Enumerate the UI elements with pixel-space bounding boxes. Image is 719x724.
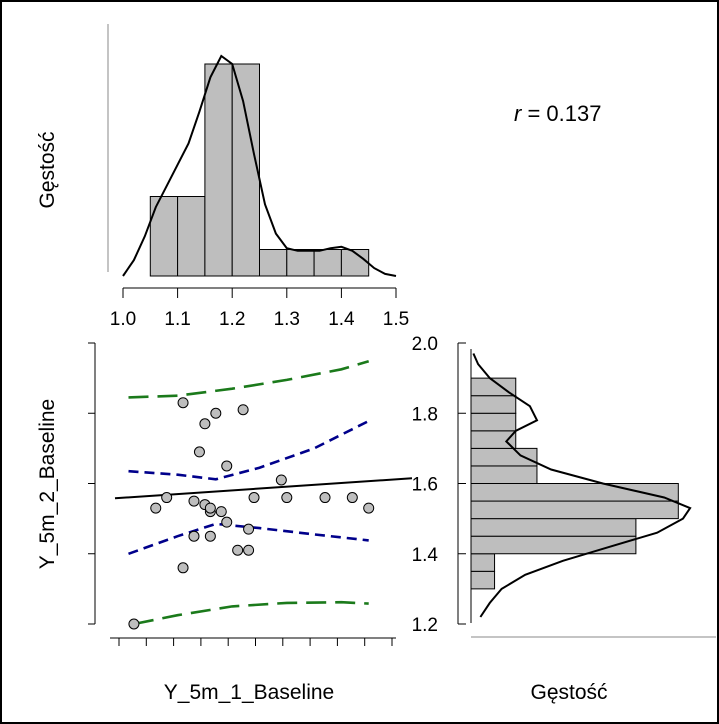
prediction-interval-upper: [128, 360, 370, 399]
top-x-tick-label-5: 1.4: [328, 309, 355, 330]
scatter-point-25: [319, 492, 331, 504]
top-histogram-panel: 1.0 1.1 1.2 1.3 1.4 1.5 Gęstość r = 0.137: [36, 24, 601, 330]
scatter-point-19: [237, 404, 249, 416]
confidence-interval-lower: [128, 522, 369, 556]
scatter-point-4: [177, 562, 189, 574]
scatter-point-2: [150, 502, 162, 514]
right-y-ticks: 1.2 1.4 1.6 1.8 2.0: [412, 334, 466, 636]
top-histogram-bars: [149, 63, 370, 277]
top-bin-2: [177, 196, 206, 277]
top-density-curve: [122, 54, 397, 277]
right-bin-12: [470, 377, 517, 397]
scatter-point-27: [363, 502, 375, 514]
top-x-tick-label-6: 1.5: [383, 309, 409, 330]
scatter-point-21: [243, 523, 255, 535]
correlation-value: = 0.137: [521, 101, 601, 126]
top-bin-3: [204, 63, 233, 277]
scatter-points: [128, 397, 375, 630]
right-bin-5: [470, 500, 679, 520]
top-bin-7: [313, 249, 342, 277]
scatter-point-11: [204, 530, 216, 542]
scatter-point-6: [188, 530, 200, 542]
correlation-symbol: r: [514, 101, 523, 126]
top-y-axis-label: Gęstość: [36, 131, 59, 208]
scatter-y-ticks: [88, 342, 95, 625]
right-bin-8: [470, 447, 538, 467]
scatter-point-20: [243, 544, 255, 556]
right-y-tick-label-2: 1.4: [412, 545, 439, 566]
top-x-tick-label-3: 1.2: [219, 309, 245, 330]
scatter-point-22: [248, 492, 260, 504]
scatter-point-7: [188, 495, 200, 507]
scatter-point-1: [128, 618, 140, 630]
right-histogram-panel: 1.2 1.4 1.6 1.8 2.0 Gęstość: [412, 334, 716, 704]
right-bin-4: [470, 518, 637, 537]
top-x-ticks: 1.0 1.1 1.2 1.3 1.4 1.5: [110, 288, 409, 330]
scatter-point-23: [275, 474, 287, 486]
right-bin-6: [470, 483, 679, 502]
correlation-annotation: r = 0.137: [514, 101, 601, 126]
scatter-point-3: [161, 492, 173, 504]
scatter-point-16: [221, 516, 233, 528]
top-bin-6: [286, 249, 315, 277]
scatter-point-17: [221, 460, 233, 472]
scatter-point-9: [199, 418, 211, 430]
right-y-tick-label-1: 1.2: [412, 615, 438, 636]
scatter-point-13: [204, 502, 216, 514]
right-bin-3: [470, 535, 637, 555]
top-bin-4: [231, 63, 260, 277]
scatter-panel: Y_5m_1_Baseline Y_5m_2_Baseline: [36, 342, 413, 704]
right-bin-2: [470, 553, 496, 572]
scatter-y-axis-label: Y_5m_2_Baseline: [36, 399, 59, 569]
right-y-tick-label-4: 1.8: [412, 404, 438, 425]
scatter-point-24: [281, 492, 293, 504]
scatter-point-14: [210, 407, 222, 419]
scatter-point-26: [346, 492, 358, 504]
scatter-point-15: [215, 506, 227, 518]
right-bin-10: [470, 412, 517, 432]
right-bin-11: [470, 395, 517, 414]
top-x-tick-label-1: 1.0: [110, 309, 136, 330]
right-y-tick-label-3: 1.6: [412, 475, 438, 496]
right-y-tick-label-5: 2.0: [412, 334, 438, 355]
scatter-point-5: [177, 397, 189, 409]
prediction-interval-lower: [133, 600, 369, 626]
right-x-axis-label: Gęstość: [530, 681, 607, 704]
scatter-point-18: [232, 544, 244, 556]
scatter-x-axis-label: Y_5m_1_Baseline: [164, 681, 334, 704]
right-bin-1: [470, 570, 496, 590]
right-bin-7: [470, 465, 538, 484]
scatter-x-ticks: [118, 638, 393, 646]
scatter-point-8: [193, 446, 205, 458]
top-bin-5: [259, 249, 288, 277]
top-x-tick-label-2: 1.1: [164, 309, 190, 330]
confidence-interval-upper: [128, 419, 370, 481]
right-density-curve: [472, 353, 692, 618]
top-x-tick-label-4: 1.3: [274, 309, 300, 330]
